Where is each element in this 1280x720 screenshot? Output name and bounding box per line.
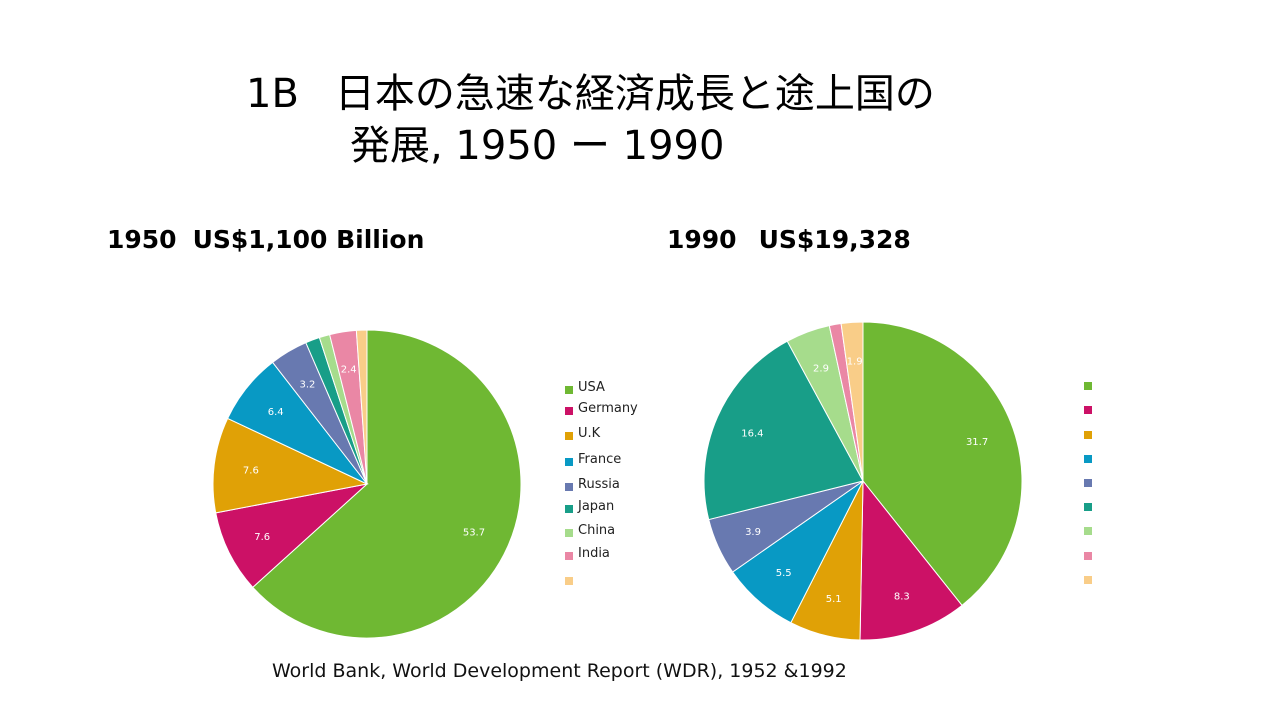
legend-swatch: [565, 407, 573, 415]
legend-label: U.K: [578, 426, 601, 441]
pie-data-label-u-k: 7.6: [243, 465, 259, 476]
legend-swatch: [565, 505, 573, 513]
legend-label: India: [578, 546, 610, 561]
legend-swatch: [565, 577, 573, 585]
pie-slice-u-k: [212, 417, 369, 514]
legend-label: Russia: [578, 477, 620, 492]
pie-slice-usa: [862, 321, 1023, 607]
chart-heading-year: 1950: [107, 225, 177, 254]
legend-label: Germany: [578, 401, 638, 416]
slide-title-years: , 1950 ー 1990: [430, 123, 725, 169]
slide-title-line2: 発展, 1950 ー 1990: [350, 122, 724, 170]
legend-swatch: [565, 458, 573, 466]
pie-data-label-other: 1.9: [847, 356, 863, 367]
pie-data-label-india: 2.4: [341, 364, 357, 375]
pie-data-label-usa: 31.7: [966, 437, 988, 448]
pie-data-label-u-k: 5.1: [826, 594, 842, 605]
legend-swatch: [1084, 576, 1092, 584]
pie-data-label-france: 5.5: [776, 568, 792, 579]
chart-heading-1950: 1950 US$1,100 Billion: [107, 224, 424, 256]
pie-slice-japan: [703, 340, 864, 521]
legend-swatch: [1084, 455, 1092, 463]
pie-slice-other: [840, 321, 864, 482]
pie-slice-germany: [215, 483, 369, 588]
legend-label: Japan: [578, 499, 615, 514]
slide-title-line1: 1B 日本の急速な経済成長と途上国の: [246, 70, 935, 118]
source-citation: World Bank, World Development Report (WD…: [272, 660, 847, 682]
slide-title-jp: 発展: [350, 123, 430, 169]
pie-chart-1950: 53.7 7.6 7.6 6.4 3.2 2.4: [212, 329, 522, 639]
pie-data-label-france: 6.4: [268, 407, 284, 418]
chart-heading-total: US$19,328: [758, 225, 911, 254]
legend-swatch: [1084, 431, 1092, 439]
pie-data-label-china: 2.9: [813, 364, 829, 375]
slide-title-code: 1B: [246, 71, 299, 117]
pie-data-label-germany: 8.3: [894, 591, 910, 602]
slide-title-text: 日本の急速な経済成長と途上国の: [334, 71, 935, 117]
pie-slice-usa: [252, 329, 522, 639]
legend-swatch: [1084, 527, 1092, 535]
legend-swatch: [565, 552, 573, 560]
legend-swatch: [1084, 382, 1092, 390]
pie-data-label-germany: 7.6: [254, 532, 270, 543]
pie-chart-1990: 31.7 8.3 5.1 5.5 3.9 16.4 2.9 1.9: [703, 321, 1023, 641]
pie-slice-germany: [859, 479, 963, 641]
legend-swatch: [565, 432, 573, 440]
legend-label: China: [578, 523, 616, 538]
pie-data-label-usa: 53.7: [463, 527, 485, 538]
legend-label: USA: [578, 380, 605, 395]
chart-heading-year: 1990: [667, 225, 737, 254]
legend-swatch: [565, 529, 573, 537]
legend-label: France: [578, 452, 622, 467]
legend-swatch: [1084, 503, 1092, 511]
pie-data-label-russia: 3.9: [745, 527, 761, 538]
legend-swatch: [1084, 552, 1092, 560]
legend-swatch: [565, 386, 573, 394]
chart-heading-1990: 1990 US$19,328: [667, 224, 911, 256]
chart-heading-total: US$1,100 Billion: [192, 225, 425, 254]
pie-data-label-japan: 16.4: [741, 428, 763, 439]
legend-swatch: [1084, 479, 1092, 487]
pie-slice-other: [355, 329, 368, 485]
pie-data-label-russia: 3.2: [299, 379, 315, 390]
legend-swatch: [1084, 406, 1092, 414]
legend-swatch: [565, 483, 573, 491]
